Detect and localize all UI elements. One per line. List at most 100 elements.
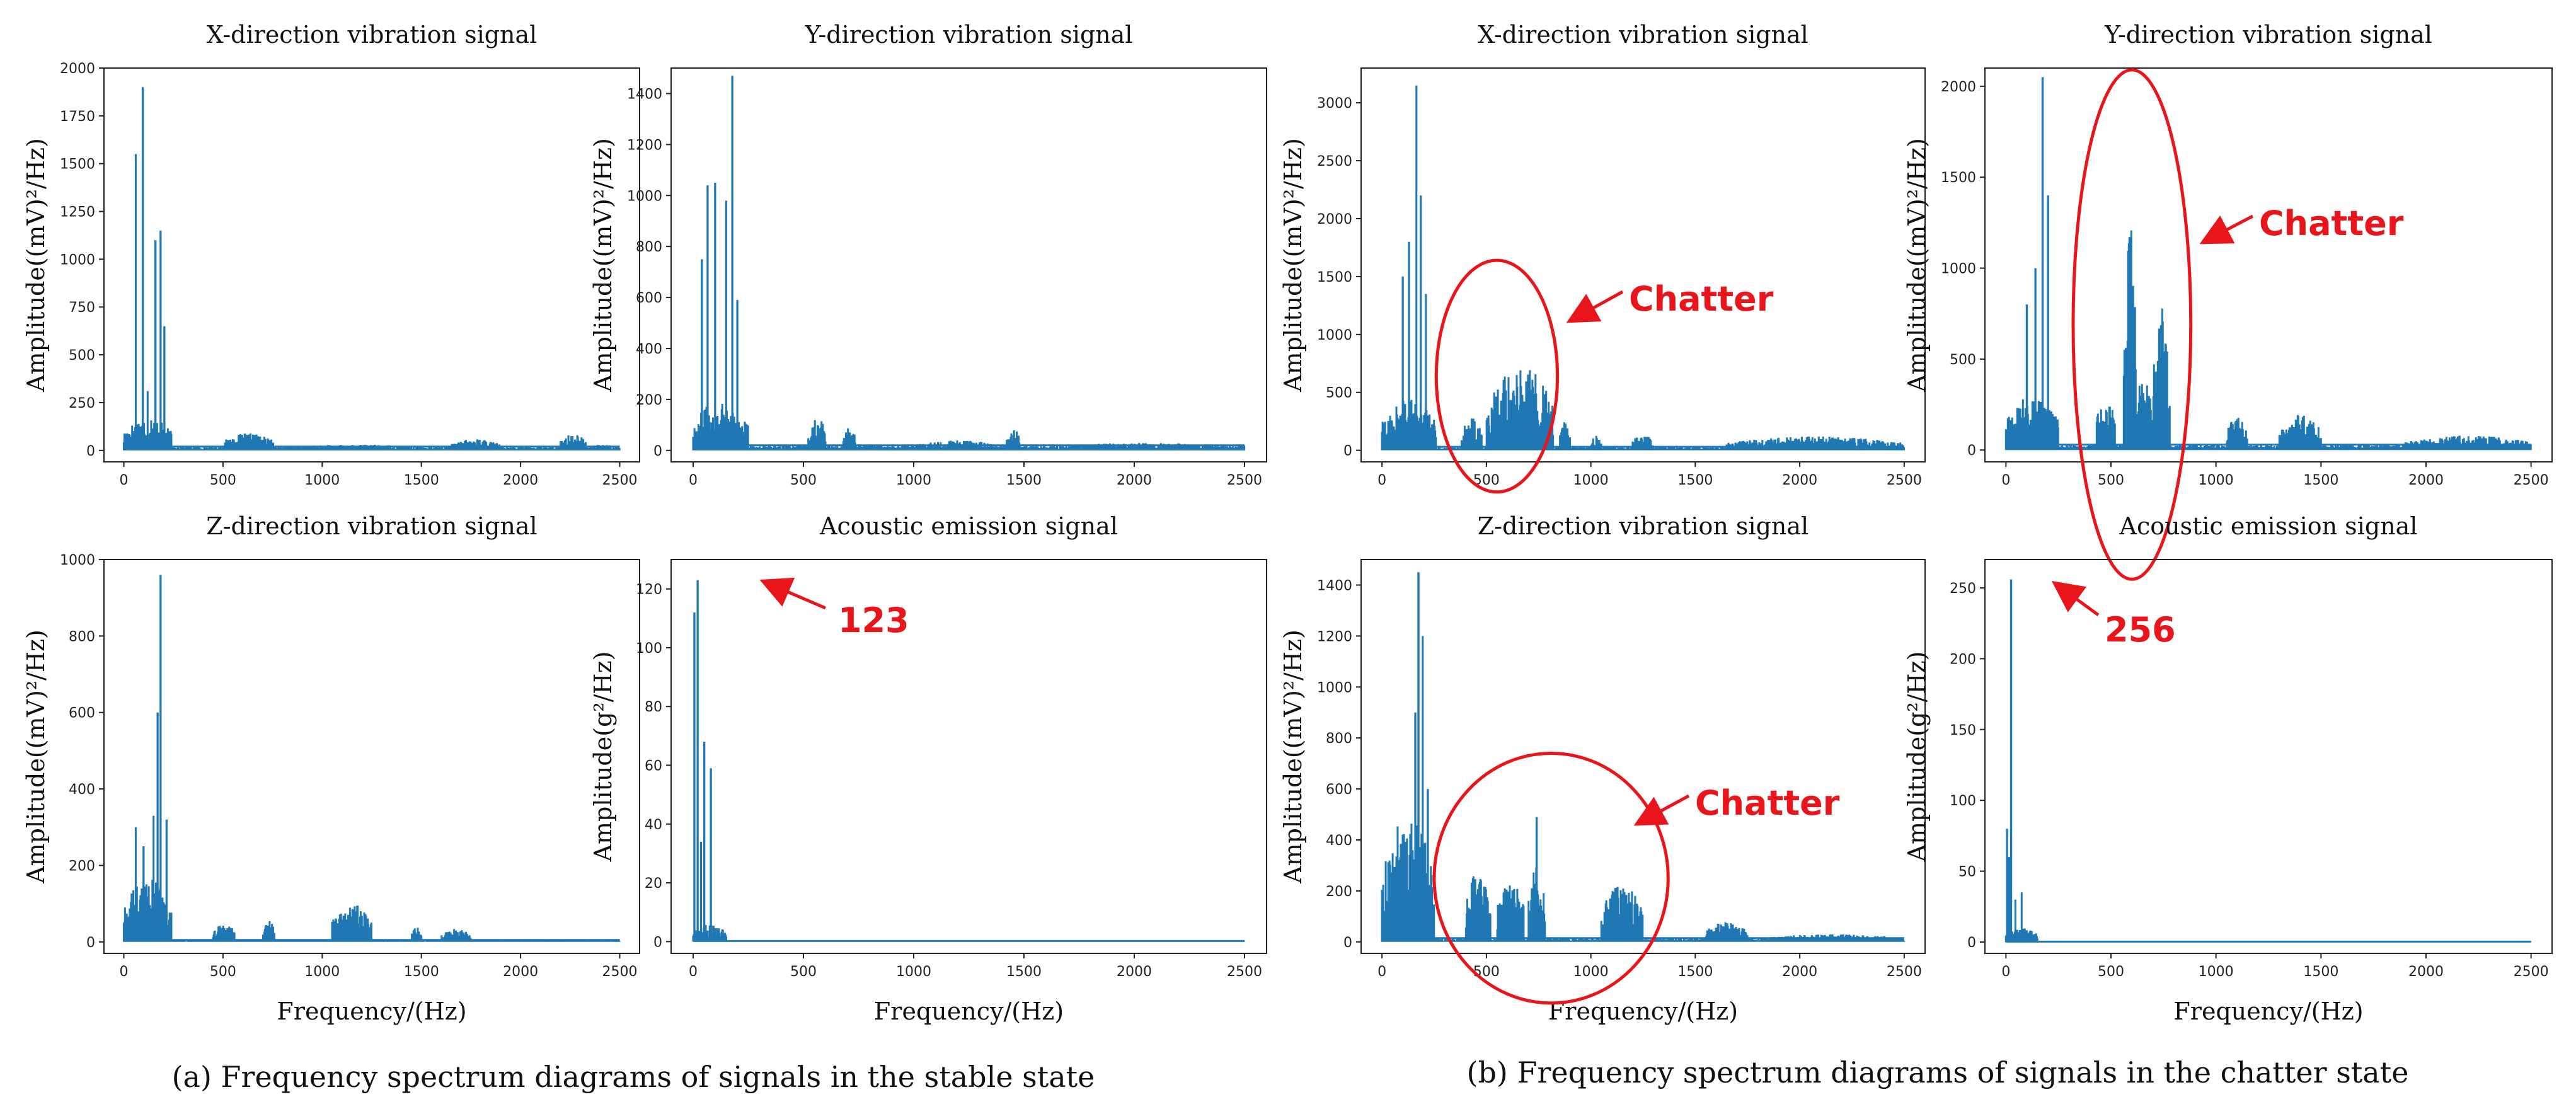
caption-stable: (a) Frequency spectrum diagrams of signa… (172, 1060, 1095, 1094)
y-tick-label: 1250 (60, 205, 95, 221)
y-tick-label: 1000 (60, 553, 95, 568)
y-tick-label: 1400 (1317, 578, 1352, 594)
x-tick-label: 1500 (1677, 964, 1713, 980)
annotation-arrow (1633, 794, 1690, 826)
y-tick-label: 0 (86, 935, 95, 951)
x-tick-label: 2000 (503, 964, 538, 980)
x-tick-label: 2000 (1782, 473, 1817, 488)
x-axis-label: Frequency/(Hz) (2173, 997, 2363, 1025)
spectrum-series (692, 580, 1246, 942)
y-tick-label: 2500 (1317, 154, 1352, 170)
y-tick-label: 60 (645, 758, 662, 774)
x-tick-label: 1000 (1573, 473, 1609, 488)
y-axis-label: Amplitude(g²/Hz) (1903, 652, 1931, 863)
y-tick-label: 400 (636, 342, 662, 357)
plot-frame (1984, 67, 2553, 463)
y-tick-label: 50 (1958, 865, 1976, 880)
x-tick-label: 1500 (1006, 473, 1042, 488)
annotation-arrow (1566, 290, 1624, 323)
panel-stable-x: X-direction vibration signal Amplitude((m… (22, 21, 640, 488)
x-tick-label: 0 (119, 964, 128, 980)
spectrum-series (1381, 85, 1905, 451)
x-tick-label: 1500 (2303, 473, 2338, 488)
annotation-label: Chatter (1695, 783, 1840, 823)
y-tick-label: 2000 (60, 61, 95, 77)
y-tick-label: 500 (69, 348, 95, 364)
x-tick-label: 0 (689, 473, 698, 488)
x-axis-label: Frequency/(Hz) (1548, 997, 1738, 1025)
y-tick-label: 600 (636, 290, 662, 306)
plot-frame (670, 67, 1267, 463)
y-tick-label: 400 (1326, 833, 1352, 849)
annotation-label: Chatter (1629, 279, 1774, 319)
y-tick-label: 2000 (1317, 212, 1352, 227)
y-tick-label: 200 (1326, 884, 1352, 900)
panel-title: Acoustic emission signal (819, 512, 1118, 540)
y-tick-label: 0 (1967, 443, 1976, 459)
spectrum-series (123, 87, 621, 451)
panel-stable-z: Z-direction vibration signal Amplitude((m… (22, 512, 640, 1025)
x-tick-label: 0 (2001, 473, 2010, 488)
x-tick-label: 2500 (602, 473, 638, 488)
y-tick-label: 200 (1950, 652, 1976, 667)
y-tick-label: 0 (1343, 444, 1352, 459)
x-tick-label: 2000 (503, 473, 538, 488)
chatter-ellipse (1434, 258, 1560, 494)
y-tick-label: 250 (1950, 581, 1976, 597)
y-axis-label: Amplitude((mV)²/Hz) (1903, 138, 1931, 393)
y-axis-label: Amplitude((mV)²/Hz) (1279, 138, 1307, 393)
x-tick-label: 1000 (896, 964, 931, 980)
x-axis-label: Frequency/(Hz) (874, 997, 1064, 1025)
annotation-label: 123 (838, 600, 909, 640)
y-tick-label: 1000 (60, 252, 95, 268)
x-tick-label: 500 (790, 473, 817, 488)
y-tick-label: 1500 (60, 157, 95, 173)
x-tick-label: 1000 (1573, 964, 1609, 980)
y-axis-label: Amplitude(g²/Hz) (589, 652, 617, 863)
y-tick-label: 600 (1326, 782, 1352, 798)
panel-title: Acoustic emission signal (2119, 512, 2418, 540)
plot-frame (103, 559, 640, 954)
y-tick-label: 1400 (627, 86, 662, 102)
x-tick-label: 2000 (2408, 964, 2444, 980)
x-tick-label: 1500 (2303, 964, 2338, 980)
panels: X-direction vibration signal Amplitude((m… (22, 21, 2553, 1025)
y-tick-label: 100 (1950, 793, 1976, 809)
x-tick-label: 1000 (2199, 473, 2234, 488)
y-tick-label: 2000 (1941, 79, 1976, 95)
y-tick-label: 200 (636, 393, 662, 408)
y-tick-label: 500 (1950, 352, 1976, 368)
plot-frame (670, 559, 1267, 954)
y-tick-label: 1200 (627, 137, 662, 153)
y-tick-label: 1750 (60, 109, 95, 125)
panel-title: X-direction vibration signal (207, 21, 538, 49)
x-tick-label: 1000 (2199, 964, 2234, 980)
x-tick-label: 0 (689, 964, 698, 980)
y-tick-label: 800 (69, 629, 95, 645)
panel-title: Z-direction vibration signal (206, 512, 537, 540)
annotation-arrow (2199, 214, 2254, 244)
panel-stable-ae: Acoustic emission signal Amplitude(g²/Hz)… (589, 512, 1267, 1025)
y-tick-label: 500 (1326, 386, 1352, 401)
y-axis-label: Amplitude((mV)²/Hz) (589, 138, 617, 393)
spectrum-series (2004, 579, 2532, 942)
spectrum-series (123, 575, 621, 942)
y-tick-label: 0 (1967, 935, 1976, 951)
y-tick-label: 80 (645, 699, 662, 715)
y-axis-label: Amplitude((mV)²/Hz) (1279, 629, 1307, 884)
x-tick-label: 2500 (1887, 473, 1922, 488)
x-tick-label: 0 (2001, 964, 2010, 980)
annotation-arrow (759, 577, 826, 610)
y-tick-label: 400 (69, 782, 95, 798)
x-tick-label: 1500 (404, 964, 439, 980)
y-tick-label: 1200 (1317, 629, 1352, 645)
x-tick-label: 2500 (1227, 964, 1262, 980)
y-tick-label: 600 (69, 706, 95, 721)
x-tick-label: 500 (790, 964, 817, 980)
y-tick-label: 1000 (627, 188, 662, 204)
x-tick-label: 2500 (2514, 964, 2549, 980)
x-tick-label: 2500 (1887, 964, 1922, 980)
y-tick-label: 1500 (1941, 170, 1976, 186)
plot-frame (1360, 559, 1926, 954)
